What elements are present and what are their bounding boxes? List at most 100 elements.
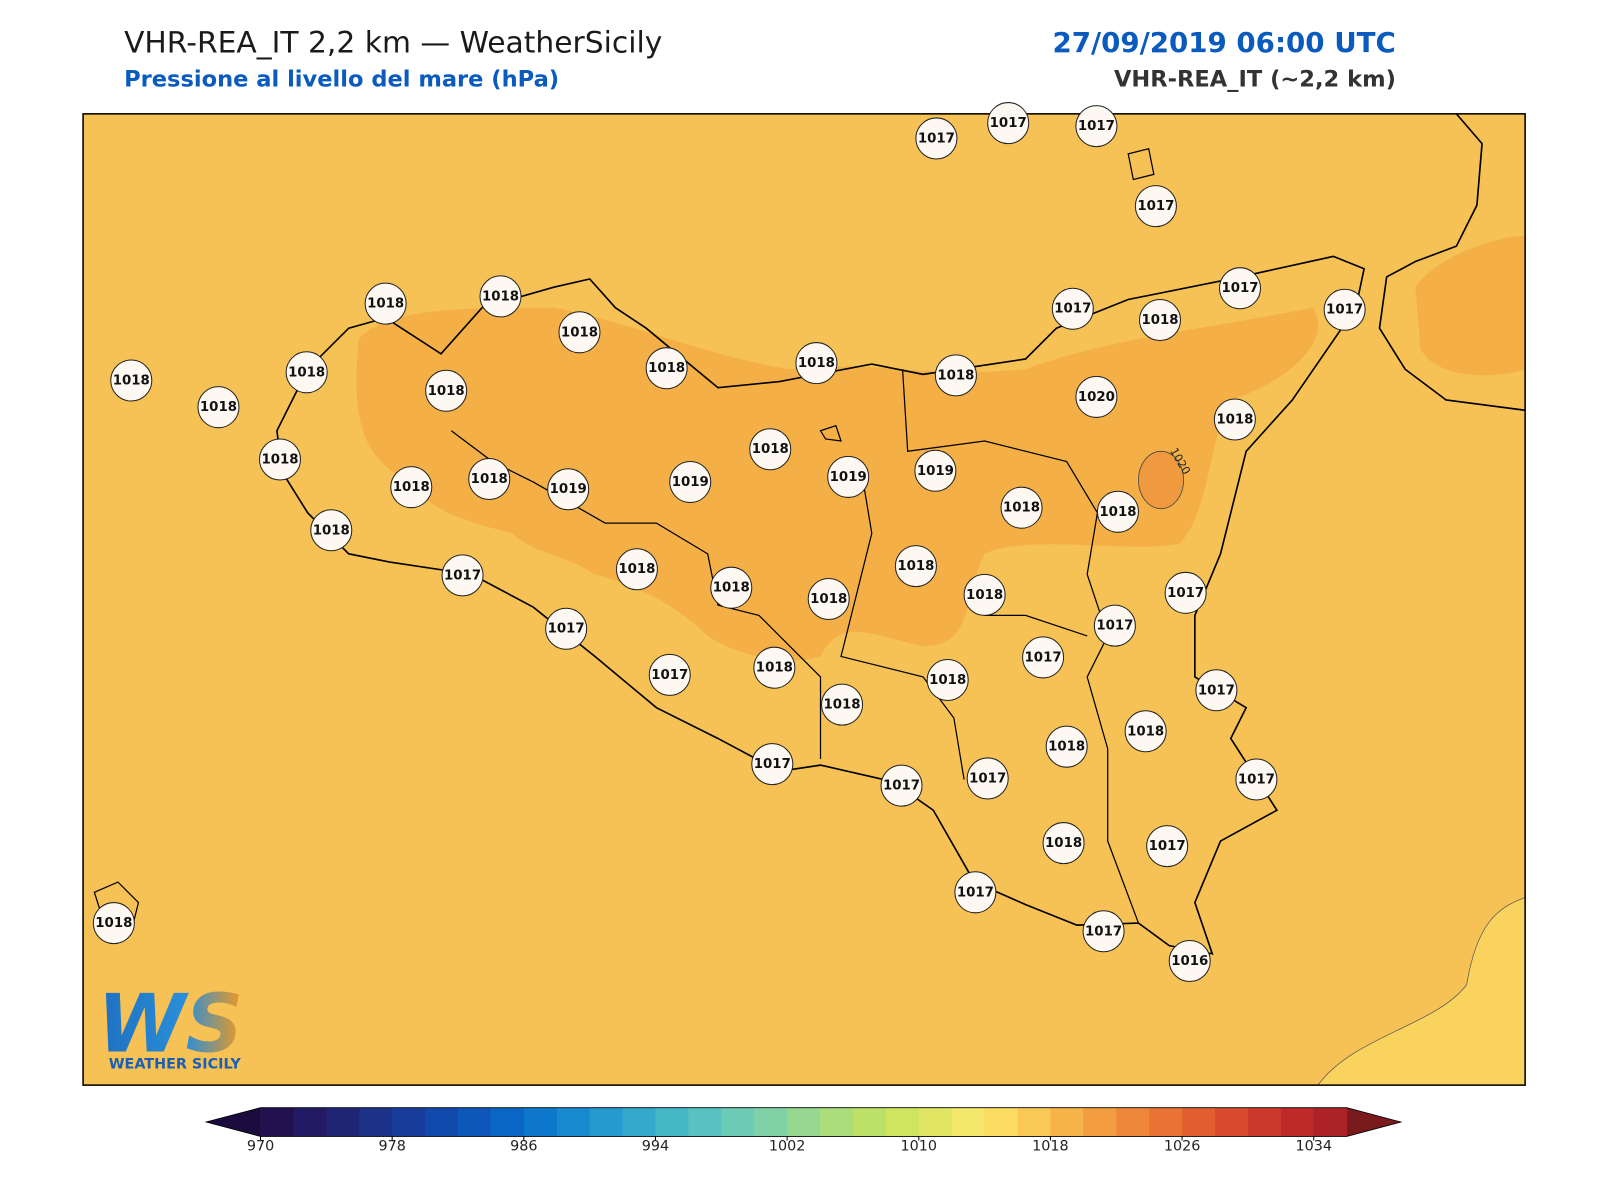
- map-frame: [82, 113, 1526, 1086]
- station-marker: [615, 548, 658, 591]
- station-marker: [710, 566, 753, 609]
- model: VHR-REA_IT (~2,2 km): [1114, 66, 1396, 92]
- pressure-label: 1018: [482, 289, 519, 304]
- pressure-label: 1017: [969, 771, 1006, 786]
- station-marker: [1164, 571, 1207, 614]
- pressure-label: 1019: [672, 475, 709, 490]
- colorbar-box: [589, 1107, 624, 1137]
- colorbar-box: [392, 1107, 426, 1137]
- colorbar-tick-label: 978: [378, 1139, 405, 1155]
- station-marker: [545, 607, 588, 650]
- colorbar-box: [820, 1107, 854, 1137]
- station-marker: [926, 658, 969, 702]
- station-marker: [364, 282, 407, 325]
- colorbar-box: [688, 1107, 722, 1137]
- pressure-label: 1017: [1078, 119, 1115, 134]
- station-marker: [1235, 758, 1278, 801]
- station-marker: [1082, 910, 1125, 953]
- pressure-label: 1020: [1078, 390, 1115, 405]
- pressure-label: 1018: [471, 472, 508, 487]
- station-marker: [258, 438, 302, 481]
- pressure-label: 1018: [393, 480, 430, 495]
- station-marker: [645, 347, 688, 390]
- pressure-label: 1017: [1085, 924, 1122, 939]
- station-marker: [914, 449, 957, 492]
- station-marker: [110, 359, 153, 402]
- station-marker: [827, 455, 870, 498]
- colorbar-box: [260, 1107, 294, 1137]
- colorbar-extend: [206, 1107, 261, 1137]
- datetime: 27/09/2019 06:00 UTC: [1052, 26, 1395, 59]
- pressure-label: 1017: [1054, 302, 1091, 317]
- colorbar-box: [721, 1107, 755, 1137]
- pressure-label: 1019: [550, 482, 587, 497]
- colorbar-box: [885, 1107, 920, 1137]
- pressure-zone: [1415, 235, 1526, 376]
- station-marker: [425, 369, 468, 412]
- colorbar-tick-label: 970: [247, 1139, 274, 1155]
- colorbar-box: [490, 1107, 525, 1137]
- colorbar-box: [556, 1107, 591, 1137]
- colorbar-box: [754, 1107, 788, 1137]
- colorbar-box: [852, 1107, 887, 1137]
- pressure-label: 1017: [1149, 839, 1186, 854]
- station-marker: [648, 653, 691, 696]
- colorbar-tick-label: 1018: [1032, 1139, 1069, 1155]
- subtitle: Pressione al livello del mare (hPa): [124, 66, 559, 92]
- colorbar-outline: [204, 1107, 1403, 1137]
- colorbar-tick-label: 1034: [1295, 1139, 1332, 1155]
- station-marker: [1096, 490, 1139, 533]
- pressure-label: 1018: [288, 365, 325, 380]
- pressure-label: 1018: [428, 384, 465, 399]
- station-marker: [915, 117, 958, 160]
- colorbar-box: [523, 1107, 558, 1137]
- pressure-label: 1018: [561, 325, 598, 340]
- coastline: [276, 255, 1366, 955]
- station-marker: [1124, 710, 1167, 753]
- contour-1020: [1138, 450, 1184, 510]
- station-marker: [310, 509, 353, 552]
- pressure-label: 1017: [651, 668, 688, 683]
- station-marker: [1000, 486, 1043, 529]
- pressure-label: 1017: [1137, 199, 1174, 214]
- colorbar-box: [1149, 1107, 1183, 1137]
- pressure-label: 1016: [1171, 954, 1208, 969]
- coastline: [1378, 113, 1526, 412]
- colorbar-tick-label: 994: [642, 1139, 669, 1155]
- pressure-label: 1018: [1099, 505, 1136, 520]
- colorbar-box: [1247, 1107, 1282, 1137]
- station-marker: [1168, 939, 1211, 983]
- map: 1020 1017 1017 1017 1017 1018 1018 1018 1018 101…: [82, 102, 1526, 1086]
- pressure-label: 1018: [798, 356, 835, 371]
- station-marker: [1075, 105, 1118, 148]
- title: VHR-REA_IT 2,2 km — WeatherSicily: [124, 26, 662, 61]
- province-border: [450, 369, 1140, 924]
- colorbar-box: [1313, 1107, 1348, 1137]
- colorbar-box: [326, 1107, 360, 1137]
- pressure-label: 1018: [752, 442, 789, 457]
- station-marker: [1093, 604, 1136, 647]
- station-marker: [1042, 822, 1085, 865]
- station-marker: [751, 743, 794, 786]
- pressure-label: 1018: [1045, 836, 1082, 851]
- station-marker: [441, 554, 484, 597]
- colorbar-box: [984, 1107, 1019, 1137]
- colorbar-box: [951, 1107, 986, 1137]
- pressure-label: 1018: [1048, 740, 1085, 755]
- pressure-label: 1019: [830, 470, 867, 485]
- station-marker: [1051, 287, 1094, 330]
- pressure-label: 1017: [1096, 619, 1133, 634]
- pressure-label: 1019: [917, 464, 954, 479]
- canvas: VHR-REA_IT 2,2 km — WeatherSicily Pressi…: [82, 26, 1526, 1155]
- pressure-label: 1018: [95, 916, 132, 931]
- station-marker: [547, 468, 590, 511]
- station-marker: [92, 902, 135, 945]
- colorbar-tick-label: 1010: [901, 1139, 938, 1155]
- station-marker: [1022, 636, 1065, 679]
- colorbar-box: [787, 1107, 821, 1137]
- colorbar-box: [1280, 1107, 1315, 1137]
- pressure-label: 1018: [1216, 412, 1253, 427]
- colorbar-box: [1050, 1107, 1084, 1137]
- colorbar: 970 978 986 994 1002 1010 1018 1026 1034: [204, 1107, 1403, 1155]
- pressure-label: 1018: [1141, 313, 1178, 328]
